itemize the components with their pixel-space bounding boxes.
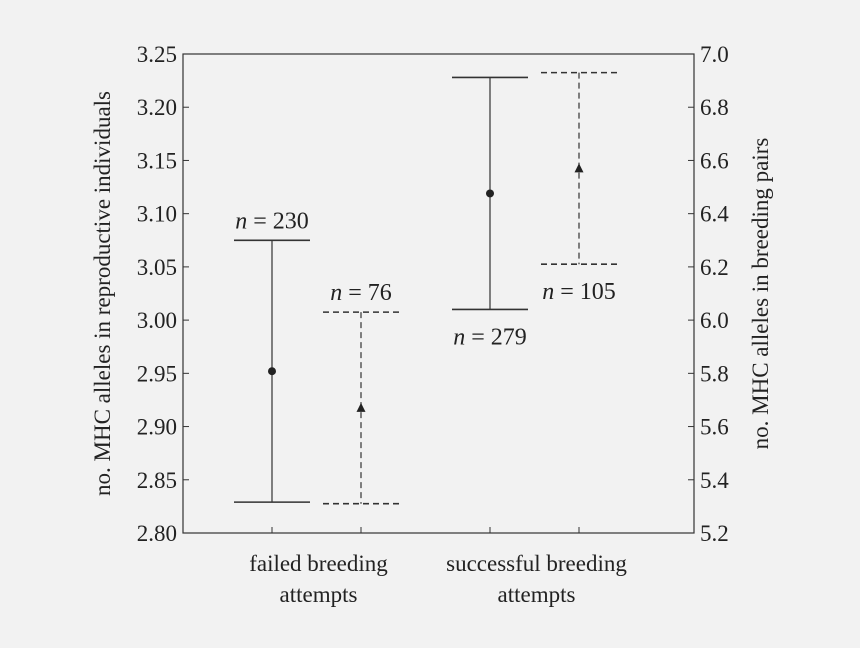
right-axis-tick-label: 6.2 [700,255,729,280]
left-axis-label: no. MHC alleles in reproductive individu… [90,91,115,496]
mean-point-triangle [574,163,584,173]
mean-point-circle [486,189,494,198]
left-axis-tick-label: 3.20 [137,95,177,120]
left-axis-tick-label: 3.05 [137,255,177,280]
n-label: n = 230 [235,208,309,234]
category-label: attempts [280,582,358,607]
right-axis-tick-label: 6.8 [700,95,729,120]
left-axis-tick-label: 3.00 [137,308,177,333]
left-axis-tick-label: 3.25 [137,42,177,67]
right-axis-tick-label: 6.0 [700,308,729,333]
n-label: n = 105 [542,279,616,305]
right-axis-tick-label: 5.4 [700,468,729,493]
left-axis-tick-label: 2.80 [137,521,177,546]
left-axis-tick-label: 3.15 [137,148,177,173]
category-label: attempts [498,582,576,607]
mean-point-circle [268,367,276,376]
right-axis-label: no. MHC alleles in breeding pairs [748,138,773,450]
right-axis-tick-label: 6.4 [700,202,729,227]
left-axis-tick-label: 2.85 [137,468,177,493]
category-label: failed breeding [249,551,388,576]
right-axis-tick-label: 5.6 [700,415,729,440]
category-label: successful breeding [446,551,627,576]
plot-frame [182,53,695,534]
right-axis-tick-label: 6.6 [700,148,729,173]
left-axis-tick-label: 2.90 [137,415,177,440]
right-axis-tick-label: 5.8 [700,361,729,386]
n-label: n = 279 [453,324,527,350]
left-axis-tick-label: 2.95 [137,361,177,386]
mean-point-triangle [356,402,366,412]
right-axis-tick-label: 7.0 [700,42,729,67]
n-label: n = 76 [330,280,392,306]
left-axis-tick-label: 3.10 [137,202,177,227]
right-axis-tick-label: 5.2 [700,521,729,546]
